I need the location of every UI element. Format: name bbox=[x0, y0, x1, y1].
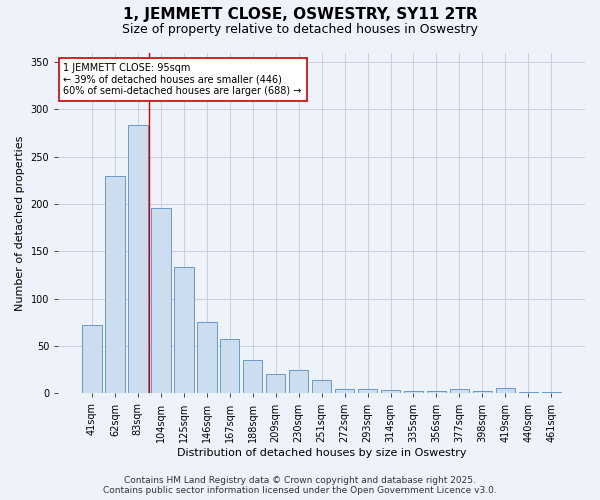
Bar bbox=[174, 268, 194, 394]
Text: 1 JEMMETT CLOSE: 95sqm
← 39% of detached houses are smaller (446)
60% of semi-de: 1 JEMMETT CLOSE: 95sqm ← 39% of detached… bbox=[64, 62, 302, 96]
Bar bbox=[427, 390, 446, 394]
Bar bbox=[358, 388, 377, 394]
Text: Contains HM Land Registry data © Crown copyright and database right 2025.
Contai: Contains HM Land Registry data © Crown c… bbox=[103, 476, 497, 495]
Bar bbox=[473, 390, 492, 394]
Text: 1, JEMMETT CLOSE, OSWESTRY, SY11 2TR: 1, JEMMETT CLOSE, OSWESTRY, SY11 2TR bbox=[122, 8, 478, 22]
Bar bbox=[381, 390, 400, 394]
Bar bbox=[105, 176, 125, 394]
Bar bbox=[289, 370, 308, 394]
Bar bbox=[243, 360, 262, 394]
Bar bbox=[518, 392, 538, 394]
Bar bbox=[335, 388, 355, 394]
Bar bbox=[151, 208, 170, 394]
X-axis label: Distribution of detached houses by size in Oswestry: Distribution of detached houses by size … bbox=[177, 448, 466, 458]
Text: Size of property relative to detached houses in Oswestry: Size of property relative to detached ho… bbox=[122, 22, 478, 36]
Bar bbox=[266, 374, 286, 394]
Bar bbox=[449, 388, 469, 394]
Bar bbox=[542, 392, 561, 394]
Bar bbox=[128, 126, 148, 394]
Bar bbox=[82, 325, 101, 394]
Bar bbox=[312, 380, 331, 394]
Bar bbox=[496, 388, 515, 394]
Y-axis label: Number of detached properties: Number of detached properties bbox=[15, 136, 25, 310]
Bar bbox=[220, 340, 239, 394]
Bar bbox=[404, 390, 423, 394]
Bar bbox=[197, 322, 217, 394]
